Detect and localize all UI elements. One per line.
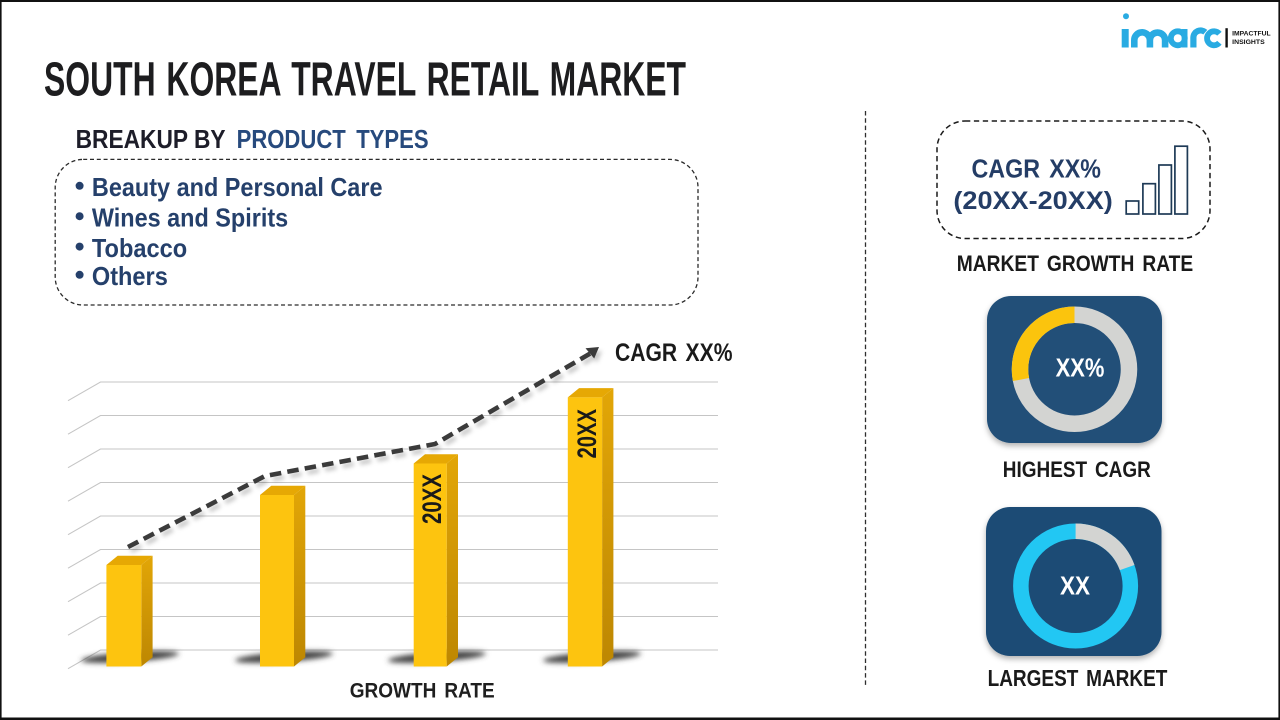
svg-text:CAGR XX%: CAGR XX% [615,339,733,367]
svg-text:(20XX-20XX): (20XX-20XX) [953,187,1112,215]
svg-text:XX: XX [1060,570,1091,600]
svg-text:SOUTH KOREA TRAVEL RETAIL MARK: SOUTH KOREA TRAVEL RETAIL MARKET [44,52,686,106]
svg-text:Wines and Spirits: Wines and Spirits [92,204,288,232]
svg-text:Others: Others [92,263,168,291]
svg-text:GROWTH RATE: GROWTH RATE [350,679,495,702]
svg-text:PRODUCT TYPES: PRODUCT TYPES [237,126,429,154]
svg-text:BREAKUP BY: BREAKUP BY [76,126,226,154]
svg-text:Tobacco: Tobacco [92,235,187,263]
svg-text:HIGHEST CAGR: HIGHEST CAGR [1003,457,1151,482]
svg-text:Beauty and Personal Care: Beauty and Personal Care [92,174,383,202]
svg-text:INSIGHTS: INSIGHTS [1232,39,1265,46]
svg-text:XX%: XX% [1056,353,1105,383]
svg-text:MARKET GROWTH RATE: MARKET GROWTH RATE [957,251,1193,276]
svg-text:20XX: 20XX [572,409,602,459]
svg-text:CAGR XX%: CAGR XX% [972,155,1102,183]
svg-text:LARGEST MARKET: LARGEST MARKET [988,665,1168,691]
svg-text:IMPACTFUL: IMPACTFUL [1232,31,1271,38]
svg-text:20XX: 20XX [417,474,447,524]
